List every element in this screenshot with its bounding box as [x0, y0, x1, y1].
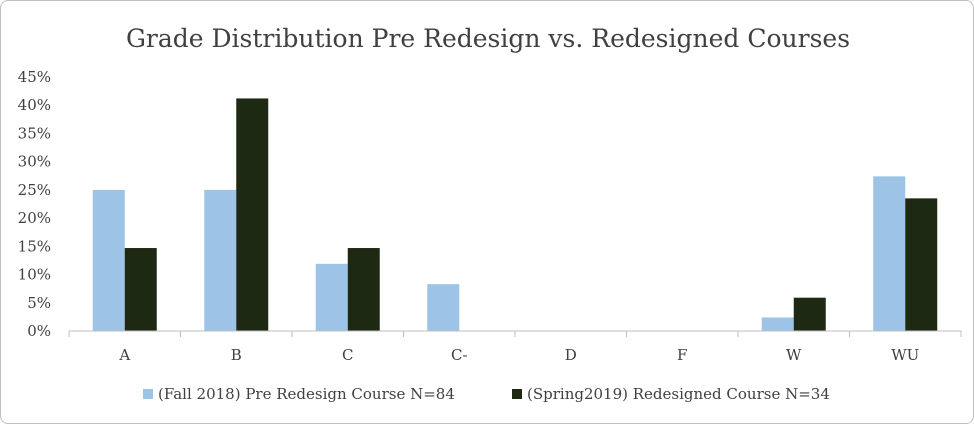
y-tick-label: 20%: [18, 209, 51, 227]
legend-swatch: [512, 389, 522, 399]
legend-swatch: [143, 389, 153, 399]
x-tick-label: WU: [891, 346, 919, 364]
legend-label: (Spring2019) Redesigned Course N=34: [527, 385, 830, 403]
bar-redesigned-W: [793, 297, 826, 331]
bar-pre-redesign-A: [92, 189, 125, 331]
y-tick-label: 30%: [18, 153, 51, 171]
y-tick-label: 5%: [27, 294, 51, 312]
y-tick-label: 25%: [18, 181, 51, 199]
chart-title: Grade Distribution Pre Redesign vs. Rede…: [126, 24, 850, 53]
x-tick-label: W: [786, 346, 802, 364]
y-tick-label: 15%: [18, 237, 51, 255]
bar-pre-redesign-B: [204, 189, 237, 331]
x-tick-label: F: [677, 346, 687, 364]
bar-pre-redesign-C-: [427, 284, 460, 331]
x-tick-label: B: [231, 346, 242, 364]
bar-redesigned-WU: [905, 198, 938, 331]
legend-label: (Fall 2018) Pre Redesign Course N=84: [158, 385, 455, 403]
x-tick-label: C: [342, 346, 353, 364]
bar-pre-redesign-C: [315, 263, 348, 331]
bar-redesigned-A: [124, 248, 157, 331]
x-tick-label: D: [565, 346, 577, 364]
x-tick-label: C-: [451, 346, 468, 364]
y-tick-label: 40%: [18, 96, 51, 114]
y-tick-label: 0%: [27, 322, 51, 340]
bar-redesigned-B: [236, 98, 269, 332]
y-tick-label: 35%: [18, 124, 51, 142]
y-tick-label: 45%: [18, 68, 51, 86]
y-tick-label: 10%: [18, 266, 51, 284]
bar-redesigned-C: [347, 248, 380, 331]
bar-pre-redesign-WU: [873, 176, 906, 331]
bar-pre-redesign-W: [761, 317, 794, 331]
x-tick-label: A: [118, 346, 130, 364]
